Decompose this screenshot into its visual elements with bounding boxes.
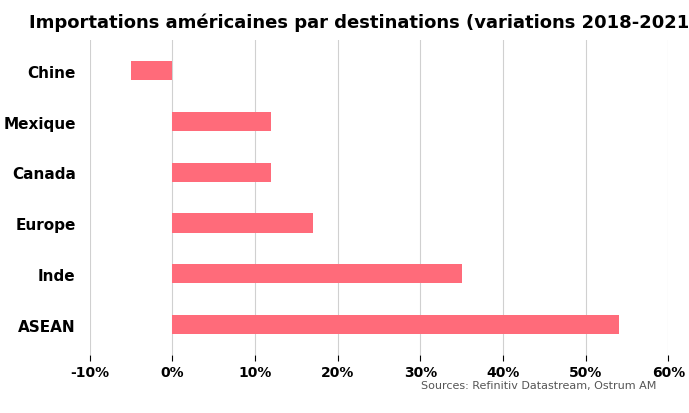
Bar <box>172 163 271 183</box>
Bar <box>131 62 172 81</box>
Bar <box>172 265 462 284</box>
Text: Sources: Refinitiv Datastream, Ostrum AM: Sources: Refinitiv Datastream, Ostrum AM <box>422 380 657 390</box>
Bar <box>172 113 271 132</box>
Title: Importations américaines par destinations (variations 2018-2021, %): Importations américaines par destination… <box>29 13 689 31</box>
Bar <box>172 315 619 335</box>
Bar <box>172 214 313 233</box>
